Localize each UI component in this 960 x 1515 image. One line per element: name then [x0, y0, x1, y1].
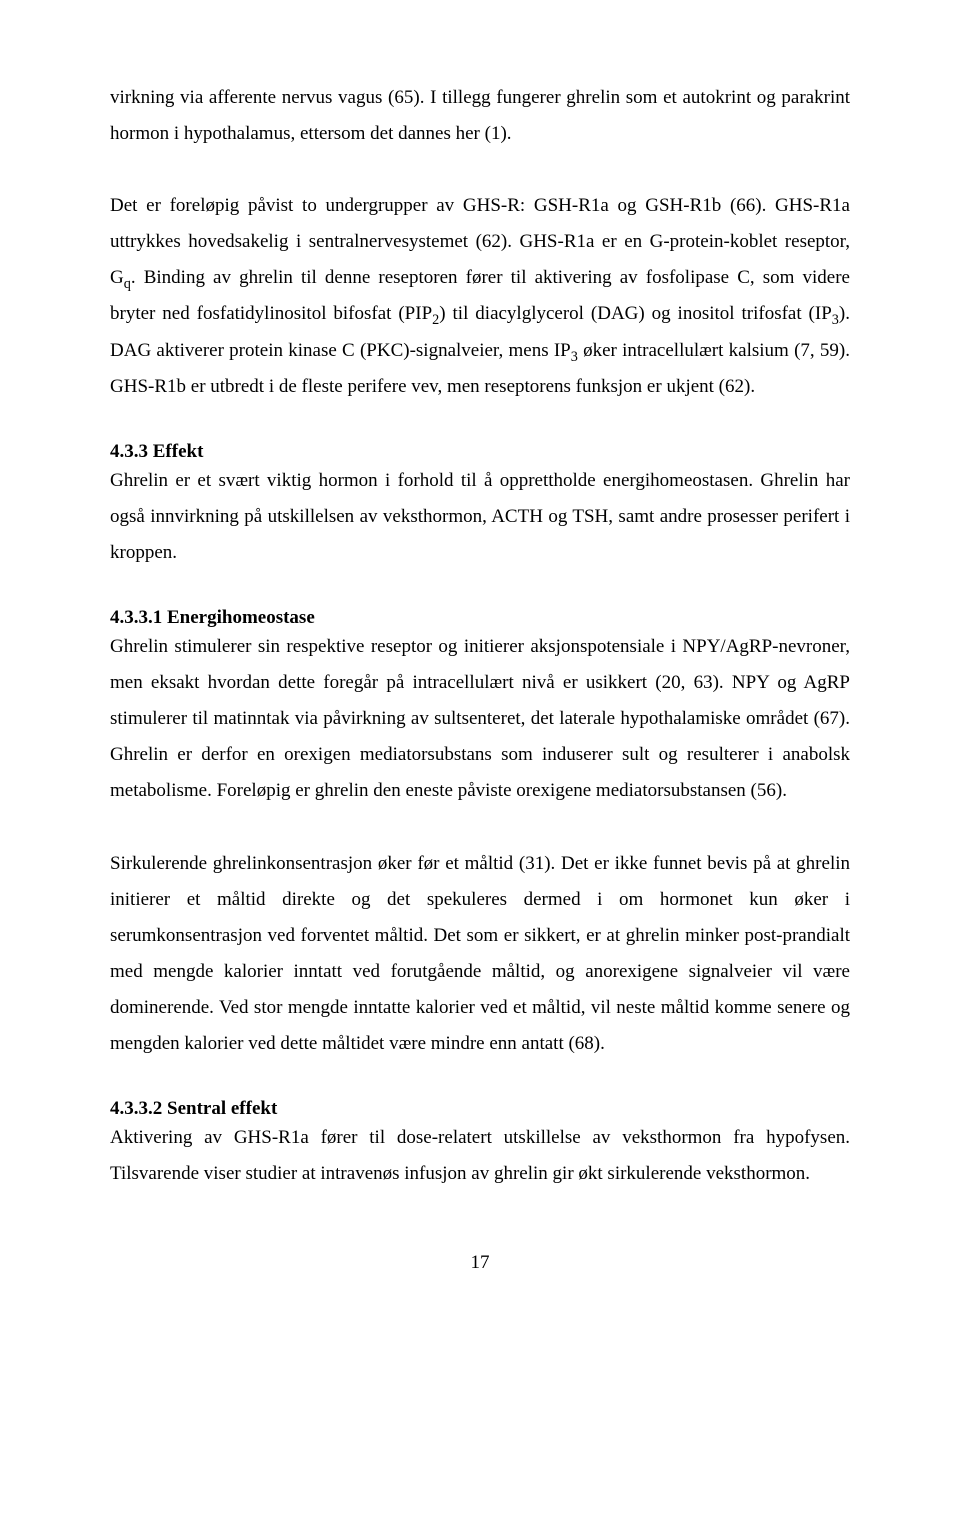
- paragraph-2: Det er foreløpig påvist to undergrupper …: [110, 188, 850, 405]
- section-4332-body: Aktivering av GHS-R1a fører til dose-rel…: [110, 1120, 850, 1192]
- paragraph-2-text-c: ) til diacylglycerol (DAG) og inositol t…: [439, 303, 832, 324]
- document-page: virkning via afferente nervus vagus (65)…: [0, 0, 960, 1314]
- intro-paragraph: virkning via afferente nervus vagus (65)…: [110, 80, 850, 152]
- page-number: 17: [110, 1252, 850, 1274]
- section-433-heading: 4.3.3 Effekt: [110, 441, 850, 463]
- section-4331-body: Ghrelin stimulerer sin respektive resept…: [110, 629, 850, 809]
- section-4332-heading: 4.3.3.2 Sentral effekt: [110, 1098, 850, 1120]
- section-4332-block: 4.3.3.2 Sentral effekt Aktivering av GHS…: [110, 1098, 850, 1192]
- section-433-body: Ghrelin er et svært viktig hormon i forh…: [110, 463, 850, 571]
- section-433-block: 4.3.3 Effekt Ghrelin er et svært viktig …: [110, 441, 850, 571]
- intro-paragraph-block: virkning via afferente nervus vagus (65)…: [110, 80, 850, 152]
- section-4331-body2: Sirkulerende ghrelinkonsentrasjon øker f…: [110, 846, 850, 1063]
- section-4331-block: 4.3.3.1 Energihomeostase Ghrelin stimule…: [110, 607, 850, 809]
- subscript-q: q: [124, 276, 131, 292]
- subscript-3b: 3: [571, 348, 578, 364]
- subscript-3a: 3: [832, 312, 839, 328]
- section-4331-body2-block: Sirkulerende ghrelinkonsentrasjon øker f…: [110, 846, 850, 1063]
- section-4331-heading: 4.3.3.1 Energihomeostase: [110, 607, 850, 629]
- paragraph-2-block: Det er foreløpig påvist to undergrupper …: [110, 188, 850, 405]
